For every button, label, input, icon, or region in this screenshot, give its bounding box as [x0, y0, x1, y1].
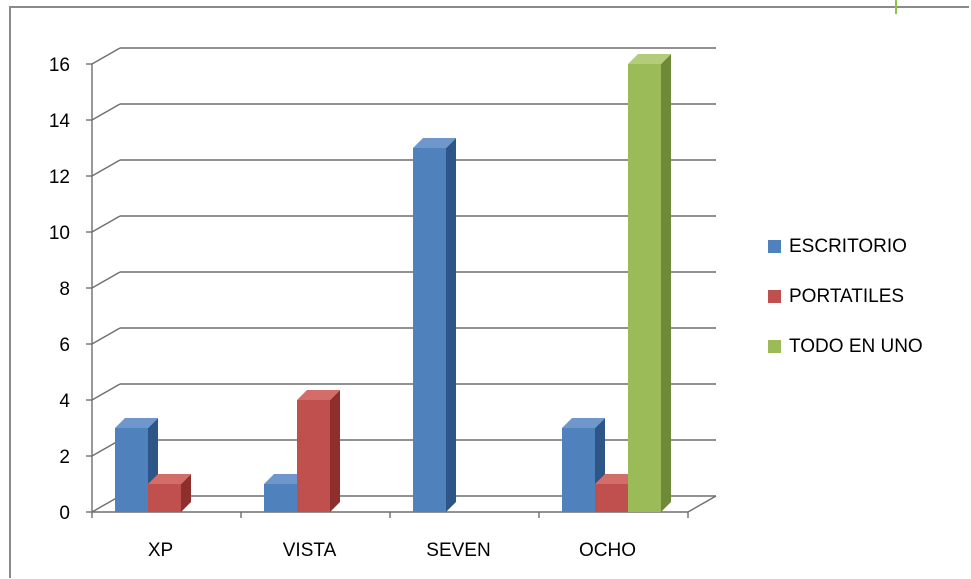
- legend-label: PORTATILES: [789, 286, 904, 307]
- y-tick-label: 2: [59, 447, 70, 468]
- bar-front: [413, 148, 446, 512]
- gridline-depth: [91, 327, 121, 345]
- bar-top: [297, 390, 340, 400]
- legend-swatch: [768, 340, 781, 353]
- bar-side: [330, 390, 340, 512]
- gridline-depth: [91, 271, 121, 289]
- bar-side: [181, 474, 191, 512]
- y-tick-label: 14: [49, 111, 71, 132]
- y-tick-label: 4: [59, 391, 70, 412]
- gridline-depth: [91, 103, 121, 121]
- x-category-label: OCHO: [579, 540, 636, 561]
- gridline-depth: [91, 47, 121, 65]
- x-category-label: VISTA: [283, 540, 337, 561]
- gridlines: [91, 47, 716, 513]
- legend-swatch: [768, 290, 781, 303]
- y-tick-label: 8: [59, 279, 70, 300]
- legend-label: ESCRITORIO: [789, 236, 907, 257]
- bar-front: [148, 484, 181, 512]
- bar: [413, 138, 456, 512]
- bar-side: [446, 138, 456, 512]
- bar: [297, 390, 340, 512]
- axes: [91, 64, 717, 518]
- chart-frame: [9, 6, 969, 578]
- x-category-label: XP: [148, 540, 173, 561]
- bar-top: [264, 474, 307, 484]
- floor-edge: [687, 495, 717, 513]
- accent-mark: [895, 0, 897, 14]
- y-tick-label: 0: [59, 503, 70, 524]
- bar-top: [413, 138, 456, 148]
- y-axis-ticks: 0 2 4 6 8 10 12 14 16: [49, 55, 92, 524]
- legend: ESCRITORIO PORTATILES TODO EN UNO: [768, 236, 923, 357]
- y-tick-label: 10: [49, 223, 70, 244]
- y-tick-label: 6: [59, 335, 70, 356]
- bar-front: [562, 428, 595, 512]
- bar-front: [297, 400, 330, 512]
- bar-front: [264, 484, 297, 512]
- x-category-label: SEVEN: [426, 540, 490, 561]
- gridline-depth: [91, 383, 121, 401]
- x-axis-labels: XP VISTA SEVEN OCHO: [148, 540, 636, 561]
- bar-front: [115, 428, 148, 512]
- bars: [115, 54, 671, 512]
- bar-top: [595, 474, 638, 484]
- bar: [148, 474, 191, 512]
- legend-label: TODO EN UNO: [789, 336, 923, 357]
- bar-top: [628, 54, 671, 64]
- gridline-depth: [91, 159, 121, 177]
- bar-front: [628, 64, 661, 512]
- bar: [628, 54, 671, 512]
- gridline-depth: [91, 215, 121, 233]
- bar-side: [661, 54, 671, 512]
- bar-top: [115, 418, 158, 428]
- bar-front: [595, 484, 628, 512]
- y-tick-label: 16: [49, 55, 70, 76]
- legend-swatch: [768, 240, 781, 253]
- y-tick-label: 12: [49, 167, 70, 188]
- bar-top: [562, 418, 605, 428]
- bar-top: [148, 474, 191, 484]
